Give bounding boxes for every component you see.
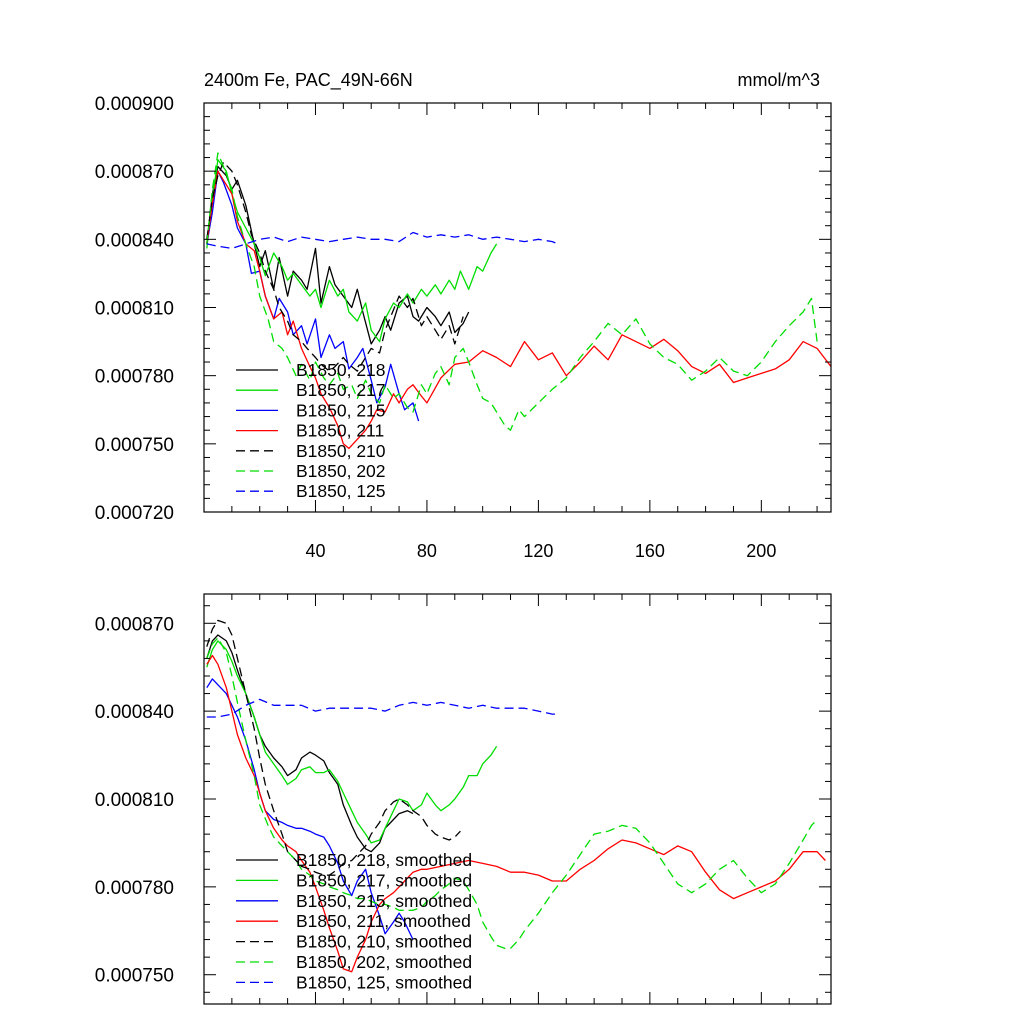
legend-label: B1850, 217, smoothed — [296, 870, 472, 890]
y-tick-label: 0.000900 — [95, 94, 174, 115]
x-tick-label: 120 — [523, 541, 553, 561]
bottom-panel: 0.000750 0.000780 0.000810 0.000840 0.000870… — [95, 593, 832, 1005]
units-label: mmol/m^3 — [738, 70, 820, 90]
legend-label: B1850, 217 — [296, 380, 386, 400]
series-line-6 — [206, 637, 818, 950]
y-tick-label: 0.000750 — [95, 435, 174, 456]
x-tick-label: 200 — [746, 541, 776, 561]
legend-label: B1850, 210 — [296, 441, 386, 461]
legend-label: B1850, 210, smoothed — [296, 932, 472, 952]
series-line-6 — [206, 152, 818, 431]
legend-label: B1850, 218 — [296, 360, 386, 380]
series-line-2 — [206, 159, 498, 343]
y-tick-label: 0.000780 — [95, 367, 174, 388]
top-panel: 2400m Fe, PAC_49N-66N mmol/m^3 40 80 120 16… — [95, 70, 832, 561]
series-line-4 — [206, 170, 831, 450]
series-line-1 — [206, 165, 470, 345]
x-tick-label: 160 — [635, 541, 665, 561]
y-tick-label: 0.000870 — [95, 614, 174, 635]
series-line-7 — [206, 231, 559, 250]
legend-label: B1850, 215 — [296, 400, 386, 420]
y-tick-label: 0.000720 — [95, 503, 174, 524]
x-tick-label: 80 — [417, 541, 437, 561]
y-tick-label: 0.000810 — [95, 790, 174, 811]
legend-label: B1850, 215, smoothed — [296, 891, 472, 911]
legend-label: B1850, 125, smoothed — [296, 972, 472, 992]
y-tick-label: 0.000840 — [95, 230, 174, 251]
legend-label: B1850, 125 — [296, 481, 386, 501]
series-line-1 — [206, 634, 414, 853]
series-line-7 — [206, 698, 558, 718]
series-line-4 — [206, 654, 826, 973]
y-tick-label: 0.000840 — [95, 702, 174, 723]
y-tick-label: 0.000780 — [95, 878, 174, 899]
legend-label: B1850, 202, smoothed — [296, 952, 472, 972]
legend-label: B1850, 218, smoothed — [296, 850, 472, 870]
legend-label: B1850, 211 — [296, 421, 384, 441]
legend-label: B1850, 211, smoothed — [296, 911, 471, 931]
legend-label: B1850, 202 — [296, 461, 386, 481]
y-tick-label: 0.000750 — [95, 966, 174, 987]
y-tick-label: 0.000870 — [95, 162, 174, 183]
chart-title: 2400m Fe, PAC_49N-66N — [204, 70, 413, 91]
series-line-2 — [206, 640, 498, 844]
x-tick-label: 40 — [305, 541, 325, 561]
series-line-5 — [206, 619, 461, 876]
y-tick-label: 0.000810 — [95, 299, 174, 320]
series-line-5 — [206, 161, 464, 372]
series-line-3 — [206, 678, 414, 940]
